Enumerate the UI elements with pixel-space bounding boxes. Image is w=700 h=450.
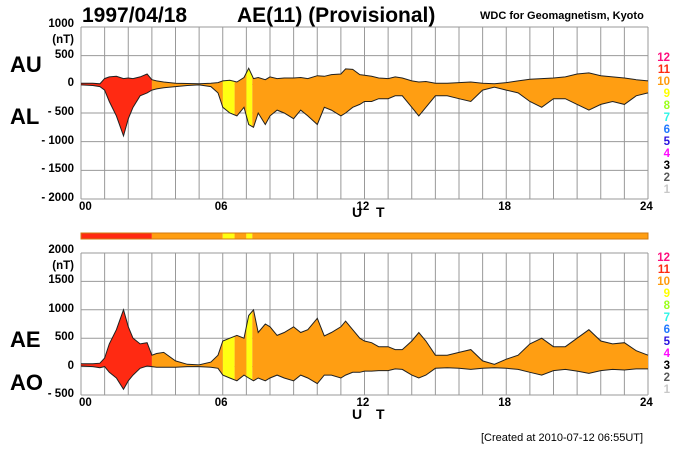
- top-xtick-label: 06: [214, 201, 228, 213]
- kp-scale-label: 10: [657, 76, 670, 88]
- chart-title: AE(11) (Provisional): [237, 4, 436, 27]
- top-ytick-label: - 500: [47, 106, 74, 118]
- activity-bar-frame: [80, 232, 649, 240]
- bot-ytick-label: 0: [67, 359, 74, 372]
- activity-bar-segment: [252, 233, 648, 239]
- bot-band-segment: [252, 309, 649, 384]
- top-series-au-line: [81, 67, 649, 85]
- bot-ytick-label: 500: [54, 331, 74, 344]
- kp-scale-label: 8: [663, 300, 670, 312]
- top-ytick-label: 500: [54, 48, 74, 61]
- top-xtick-label: 12: [356, 201, 370, 213]
- bot-xtick-label: 00: [79, 397, 92, 409]
- bot-band-segment: [222, 336, 235, 380]
- kp-scale-label: 4: [663, 148, 670, 160]
- activity-bar-segment: [151, 233, 223, 239]
- kp-scale-label: 12: [657, 52, 670, 64]
- kp-scale-label: 6: [663, 324, 670, 336]
- top-band-segment: [222, 80, 235, 115]
- kp-scale-label: 2: [663, 172, 670, 184]
- top-band-segment: [252, 68, 649, 128]
- kp-scale-label: 11: [657, 264, 670, 276]
- created-timestamp: [Created at 2010-07-12 06:55UT]: [481, 432, 644, 444]
- ao-label: AO: [10, 370, 43, 395]
- chart-date: 1997/04/18: [82, 4, 188, 27]
- ae-label: AE: [10, 327, 41, 352]
- bot-xtick-label: 18: [498, 397, 512, 409]
- bot-ytick-label: 1000: [48, 302, 74, 315]
- au-label: AU: [10, 52, 42, 77]
- bot-ytick-label: 1500: [48, 274, 74, 287]
- top-ylabel-unit: (nT): [52, 34, 74, 46]
- top-band-segment: [234, 72, 247, 116]
- kp-scale-label: 12: [657, 252, 670, 264]
- kp-scale-label: 6: [663, 124, 670, 136]
- activity-bar-segment: [81, 233, 152, 239]
- kp-scale-label: 1: [663, 184, 670, 196]
- top-series-al-line: [80, 84, 649, 138]
- al-label: AL: [10, 104, 40, 129]
- kp-scale-label: 4: [663, 348, 670, 360]
- top-ytick-label: - 2000: [41, 192, 74, 204]
- top-xtick-label: 24: [640, 201, 653, 213]
- kp-scale-label: 3: [663, 160, 670, 172]
- kp-scale-label: 3: [663, 360, 670, 372]
- bot-xtick-label: 06: [214, 397, 228, 409]
- bottom-ylabel-unit: (nT): [52, 260, 74, 272]
- kp-scale-label: 2: [663, 372, 670, 384]
- activity-bar-segment: [234, 233, 247, 239]
- kp-scale-label: 11: [657, 64, 670, 76]
- bot-band-segment: [81, 309, 152, 390]
- bot-xtick-label: 12: [356, 397, 370, 409]
- bot-band-segment: [246, 311, 253, 381]
- top-band-segment: [151, 79, 223, 108]
- top-ytick-label: - 1000: [41, 134, 74, 147]
- bottom-xlabel: U T: [352, 406, 390, 422]
- kp-scale-label: 7: [663, 312, 670, 324]
- bot-series-ae-line: [81, 308, 649, 366]
- top-ytick-label: - 1500: [41, 163, 74, 176]
- kp-scale-label: 1: [663, 384, 670, 396]
- bot-band-segment: [151, 341, 223, 376]
- top-band-segment: [246, 68, 253, 127]
- top-band-segment: [81, 74, 152, 136]
- kp-scale-label: 9: [663, 88, 670, 100]
- kp-scale-label: 5: [663, 136, 670, 148]
- kp-scale-label: 10: [657, 276, 670, 288]
- top-ytick-label: 1000: [48, 18, 74, 30]
- top-ytick-label: 0: [67, 77, 74, 90]
- top-xlabel: U T: [352, 204, 390, 220]
- activity-bar-segment: [246, 233, 253, 239]
- top-xtick-label: 18: [498, 201, 512, 213]
- bot-ytick-label: 2000: [48, 244, 74, 256]
- kp-scale-label: 9: [663, 288, 670, 300]
- top-xtick-label: 00: [79, 201, 92, 213]
- activity-bar-segment: [222, 233, 235, 239]
- bot-band-segment: [234, 326, 247, 381]
- bot-ytick-label: - 500: [47, 388, 74, 400]
- bot-series-ao-line: [80, 365, 648, 391]
- kp-scale-label: 5: [663, 336, 670, 348]
- kp-scale-label: 8: [663, 100, 670, 112]
- institution-label: WDC for Geomagnetism, Kyoto: [480, 10, 644, 22]
- bot-xtick-label: 24: [640, 397, 653, 409]
- kp-scale-label: 7: [663, 112, 670, 124]
